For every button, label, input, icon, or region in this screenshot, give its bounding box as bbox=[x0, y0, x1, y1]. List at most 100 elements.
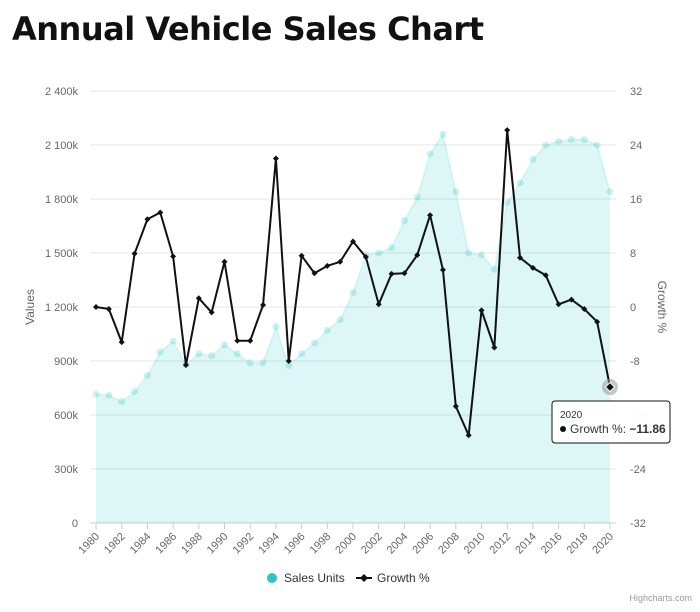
x-tick-label: 2004 bbox=[385, 531, 411, 557]
growth-point[interactable] bbox=[439, 266, 446, 273]
sales-units-point[interactable] bbox=[400, 217, 408, 225]
growth-point[interactable] bbox=[247, 337, 254, 344]
growth-point[interactable] bbox=[337, 258, 344, 265]
sales-units-point[interactable] bbox=[555, 137, 563, 145]
x-tick-label: 2016 bbox=[539, 531, 565, 557]
sales-units-point[interactable] bbox=[233, 350, 241, 358]
growth-line bbox=[93, 127, 618, 439]
growth-point[interactable] bbox=[105, 306, 112, 313]
sales-units-point[interactable] bbox=[580, 136, 588, 144]
growth-point[interactable] bbox=[594, 318, 601, 325]
growth-point[interactable] bbox=[324, 262, 331, 269]
sales-units-point[interactable] bbox=[208, 352, 216, 360]
x-tick-label: 2000 bbox=[333, 531, 359, 557]
sales-units-point[interactable] bbox=[323, 326, 331, 334]
growth-point[interactable] bbox=[375, 301, 382, 308]
sales-units-point[interactable] bbox=[478, 251, 485, 259]
growth-point[interactable] bbox=[401, 270, 408, 277]
sales-units-point[interactable] bbox=[310, 339, 318, 347]
sales-units-point[interactable] bbox=[246, 359, 254, 367]
sales-units-point[interactable] bbox=[593, 141, 601, 149]
sales-units-point[interactable] bbox=[169, 337, 177, 345]
legend-item-sales-units[interactable]: Sales Units bbox=[267, 571, 345, 585]
growth-point[interactable] bbox=[234, 337, 241, 344]
growth-point[interactable] bbox=[298, 252, 305, 259]
sales-units-point[interactable] bbox=[375, 249, 383, 257]
growth-point[interactable] bbox=[427, 212, 434, 219]
sales-units-point[interactable] bbox=[105, 391, 113, 399]
growth-point[interactable] bbox=[157, 209, 164, 216]
tooltip-series-label: Growth %: −11.86 bbox=[570, 422, 666, 436]
sales-units-point[interactable] bbox=[221, 341, 228, 349]
sales-units-point[interactable] bbox=[490, 265, 498, 273]
growth-point[interactable] bbox=[555, 301, 562, 308]
tooltip: 2020 Growth %: −11.86 bbox=[551, 400, 671, 444]
growth-point[interactable] bbox=[491, 344, 498, 351]
sales-units-point[interactable] bbox=[413, 193, 421, 201]
legend-item-growth[interactable]: Growth % bbox=[356, 571, 430, 585]
growth-point[interactable] bbox=[465, 432, 472, 439]
sales-units-point[interactable] bbox=[131, 388, 139, 396]
growth-point[interactable] bbox=[260, 301, 267, 308]
sales-units-point[interactable] bbox=[567, 136, 575, 144]
growth-point[interactable] bbox=[131, 250, 138, 257]
growth-point[interactable] bbox=[93, 304, 99, 310]
growth-point[interactable] bbox=[144, 216, 151, 223]
sales-units-point[interactable] bbox=[606, 188, 614, 196]
sales-units-point[interactable] bbox=[516, 179, 524, 187]
sales-units-point[interactable] bbox=[259, 359, 267, 367]
growth-point[interactable] bbox=[208, 309, 215, 316]
sales-units-point[interactable] bbox=[452, 188, 460, 196]
growth-point[interactable] bbox=[529, 264, 536, 271]
growth-point[interactable] bbox=[517, 254, 524, 261]
growth-point[interactable] bbox=[362, 254, 369, 261]
growth-point[interactable] bbox=[272, 155, 279, 162]
growth-point[interactable] bbox=[195, 295, 202, 302]
sales-units-point[interactable] bbox=[388, 244, 396, 252]
sales-units-point[interactable] bbox=[118, 398, 126, 405]
sales-units-point[interactable] bbox=[92, 390, 100, 398]
sales-units-area-line bbox=[95, 131, 611, 403]
y2-tick-label: 32 bbox=[630, 86, 642, 98]
sales-units-point[interactable] bbox=[285, 362, 293, 369]
growth-point[interactable] bbox=[542, 272, 549, 279]
sales-units-point[interactable] bbox=[503, 199, 511, 207]
growth-point[interactable] bbox=[478, 307, 485, 314]
y2-tick-label: 0 bbox=[630, 302, 636, 314]
growth-point[interactable] bbox=[581, 306, 588, 313]
x-tick-label: 2014 bbox=[513, 531, 539, 557]
sales-units-point[interactable] bbox=[542, 141, 550, 149]
sales-units-point[interactable] bbox=[272, 323, 280, 331]
sales-units-point[interactable] bbox=[143, 371, 151, 379]
legend-marker-growth bbox=[360, 574, 368, 582]
sales-units-point[interactable] bbox=[336, 316, 344, 324]
growth-point[interactable] bbox=[118, 339, 125, 346]
growth-point[interactable] bbox=[285, 358, 292, 364]
sales-units-point[interactable] bbox=[439, 130, 447, 138]
growth-point[interactable] bbox=[221, 258, 228, 265]
credits[interactable]: Highcharts.com bbox=[629, 593, 692, 603]
growth-point[interactable] bbox=[182, 362, 189, 369]
sales-units-point[interactable] bbox=[426, 150, 434, 158]
sales-units-point[interactable] bbox=[156, 348, 164, 356]
growth-point[interactable] bbox=[604, 381, 616, 393]
growth-point[interactable] bbox=[452, 403, 459, 410]
sales-units-point[interactable] bbox=[195, 350, 203, 358]
growth-point[interactable] bbox=[388, 270, 395, 277]
growth-point[interactable] bbox=[504, 127, 511, 134]
growth-point[interactable] bbox=[311, 270, 318, 277]
growth-point[interactable] bbox=[350, 238, 356, 245]
sales-units-point[interactable] bbox=[298, 350, 306, 358]
sales-units-point[interactable] bbox=[529, 155, 537, 163]
growth-point[interactable] bbox=[414, 252, 421, 259]
sales-units-point[interactable] bbox=[465, 249, 473, 257]
legend-marker-sales-units bbox=[267, 573, 277, 583]
sales-units-point[interactable] bbox=[349, 289, 357, 297]
growth-point[interactable] bbox=[170, 253, 177, 260]
growth-point[interactable] bbox=[568, 296, 575, 303]
y-tick-label: 600k bbox=[54, 410, 78, 422]
x-tick-label: 1996 bbox=[282, 531, 308, 557]
x-tick-label: 2018 bbox=[565, 531, 591, 557]
